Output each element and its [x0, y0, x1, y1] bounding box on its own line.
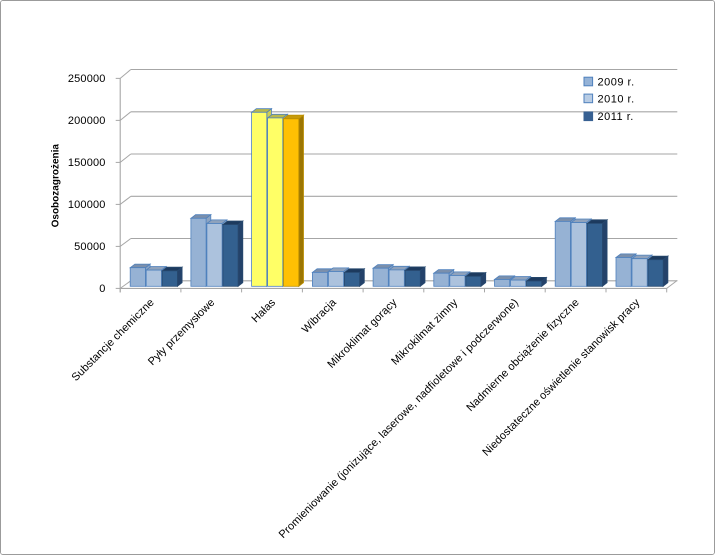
svg-text:100000: 100000	[68, 199, 106, 211]
svg-text:0: 0	[99, 283, 105, 295]
svg-text:250000: 250000	[68, 73, 106, 85]
svg-text:2011 r.: 2011 r.	[598, 111, 634, 123]
svg-text:2010 r.: 2010 r.	[598, 93, 635, 105]
svg-text:50000: 50000	[74, 241, 105, 253]
svg-text:2009 r.: 2009 r.	[598, 76, 635, 88]
svg-text:Osobozagrożenia: Osobozagrożenia	[51, 144, 62, 228]
svg-text:200000: 200000	[68, 115, 106, 127]
svg-text:150000: 150000	[68, 157, 106, 169]
